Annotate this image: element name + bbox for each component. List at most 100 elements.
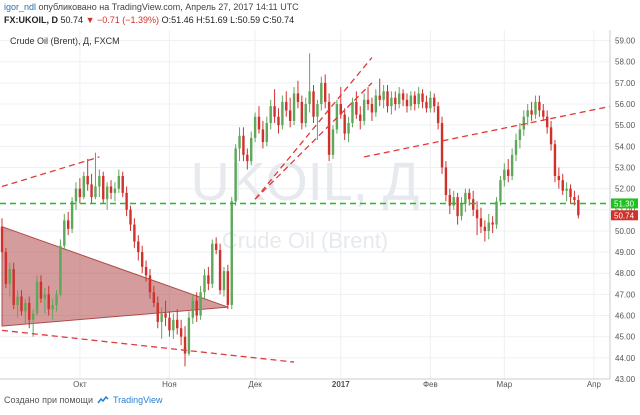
candle-body [261, 129, 265, 143]
candle-body [137, 241, 140, 253]
time-tick-label: Окт [73, 380, 87, 389]
candle-body [452, 197, 455, 206]
candle-body [359, 114, 362, 121]
price-tick-label: 52.00 [615, 185, 636, 194]
candle-body [230, 201, 233, 305]
price-label-text: 51.30 [614, 199, 635, 208]
time-tick-label: Дек [248, 380, 262, 389]
candle-body [47, 294, 50, 310]
trend-line [1, 329, 295, 363]
candle-body [514, 139, 518, 155]
candle-body [327, 101, 331, 155]
candle-body [347, 123, 350, 134]
candle-body [160, 313, 163, 322]
candle-body [203, 275, 206, 293]
footer-label: Создано при помощи [4, 395, 93, 405]
candle-body [43, 294, 47, 299]
candle-body [70, 201, 74, 229]
price-axis[interactable]: 43.00 44.00 45.00 46.00 47.00 48.00 49.00 50.00… [609, 30, 640, 384]
price-label-box [611, 210, 638, 221]
down-arrow-icon: ▼ [85, 15, 95, 25]
last-price: 50.74 [60, 15, 84, 25]
candle-body [246, 154, 249, 162]
candles [0, 53, 580, 367]
candle-body [152, 292, 156, 303]
time-tick-label: 2017 [332, 380, 350, 389]
candle-body [121, 175, 124, 193]
candle-body [405, 99, 409, 107]
candle-body [98, 175, 101, 187]
candle-body [8, 269, 11, 284]
candle-body [507, 169, 510, 176]
candle-body [55, 294, 58, 305]
candle-body [238, 135, 241, 149]
candle-body [382, 91, 385, 100]
candle-body [569, 188, 572, 198]
candle-body [63, 220, 66, 246]
candle-body [534, 101, 537, 115]
candle-body [390, 97, 393, 107]
candle-body [553, 144, 557, 176]
candle-body [94, 186, 97, 198]
candle-body [211, 243, 214, 284]
candle-body [86, 175, 89, 185]
candle-body [90, 184, 93, 198]
time-tick-label: Фев [423, 380, 438, 389]
candle-body [374, 95, 378, 113]
candle-body [471, 199, 475, 210]
candle-body [59, 245, 62, 295]
candle-body [4, 252, 8, 284]
footer: Создано при помощи TradingView [4, 395, 163, 405]
candle-body [429, 97, 432, 109]
candle-body [117, 175, 121, 189]
candle-body [448, 194, 452, 206]
price-tick-label: 43.00 [615, 375, 636, 384]
candle-body [156, 302, 159, 322]
candle-body [464, 192, 467, 204]
price-tick-label: 58.00 [615, 58, 636, 67]
time-axis[interactable]: Окт Ноя Дек 2017 Фев Мар Апр [0, 378, 610, 389]
candle-body [456, 197, 459, 217]
candle-body [113, 188, 117, 193]
trend-lines [0, 57, 640, 363]
candle-body [409, 95, 413, 107]
candle-body [370, 104, 374, 113]
time-tick-label: Ноя [162, 380, 177, 389]
trend-line [254, 82, 373, 200]
price-tick-label: 48.00 [615, 269, 636, 278]
price-label-text: 50.74 [614, 211, 635, 220]
candle-body [242, 135, 245, 155]
candle-body [479, 218, 483, 227]
candle-body [557, 175, 561, 181]
candle-body [475, 209, 479, 219]
candle-body [253, 116, 257, 138]
price-chart[interactable]: UKOIL, Д Crude Oil (Brent) 43.00 44.00 45.0… [0, 0, 640, 395]
chart-title: Crude Oil (Brent), Д, FXCM [10, 36, 120, 46]
candle-body [573, 197, 576, 201]
price-tick-label: 56.00 [615, 100, 636, 109]
candle-body [285, 101, 288, 111]
plot-background [0, 30, 610, 379]
candle-body [394, 97, 397, 105]
candle-body [495, 201, 498, 225]
candle-body [296, 93, 300, 102]
candle-body [335, 104, 339, 130]
candle-body [183, 336, 187, 354]
candle-body [542, 110, 545, 117]
publication-info: опубликовано на TradingView.com, Апрель … [38, 2, 299, 12]
candle-body [28, 302, 31, 320]
candle-body [538, 101, 541, 111]
candle-body [12, 269, 15, 305]
candle-body [518, 129, 522, 140]
candle-body [234, 148, 237, 202]
author-link[interactable]: igor_ndl [4, 2, 37, 12]
tradingview-link[interactable]: TradingView [112, 395, 163, 405]
symbol: FX:UKOIL, D [4, 15, 58, 25]
candle-body [320, 82, 323, 105]
candle-body [444, 167, 448, 195]
candle-body [378, 95, 381, 100]
candle-body [288, 110, 292, 121]
tradingview-logo-icon [97, 395, 109, 403]
candle-body [20, 296, 23, 312]
price-tick-label: 54.00 [615, 142, 636, 151]
